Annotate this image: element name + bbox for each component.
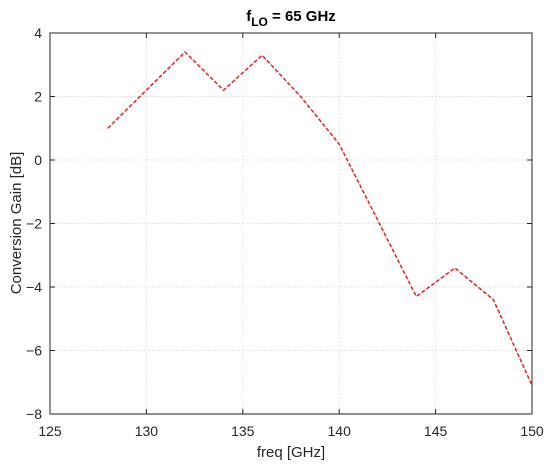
x-tick-label: 145: [424, 423, 448, 439]
x-tick-label: 150: [520, 423, 544, 439]
y-tick-label: −6: [26, 343, 42, 359]
x-tick-label: 135: [231, 423, 255, 439]
y-axis-label: Conversion Gain [dB]: [8, 152, 25, 295]
chart-title: fLO = 65 GHz: [246, 8, 336, 29]
y-tick-label: −4: [26, 279, 42, 295]
x-tick-label: 140: [328, 423, 352, 439]
y-tick-label: −8: [26, 406, 42, 422]
chart-title-main: f: [246, 8, 252, 25]
series-layer: [107, 50, 533, 386]
y-tick-label: −2: [26, 216, 42, 232]
x-tick-label: 130: [135, 423, 159, 439]
series-line: [107, 50, 533, 386]
chart-title-suffix: = 65 GHz: [268, 8, 336, 25]
y-tick-label: 0: [34, 152, 42, 168]
tick-labels: 125 130 135 140 145 150 −8 −6 −4 −2 0 2 4: [26, 25, 544, 439]
grid: [50, 33, 532, 414]
y-tick-label: 4: [34, 25, 42, 41]
x-axis-label: freq [GHz]: [257, 444, 325, 461]
y-tick-label: 2: [34, 89, 42, 105]
x-tick-label: 125: [38, 423, 62, 439]
chart-title-subscript: LO: [251, 15, 268, 29]
